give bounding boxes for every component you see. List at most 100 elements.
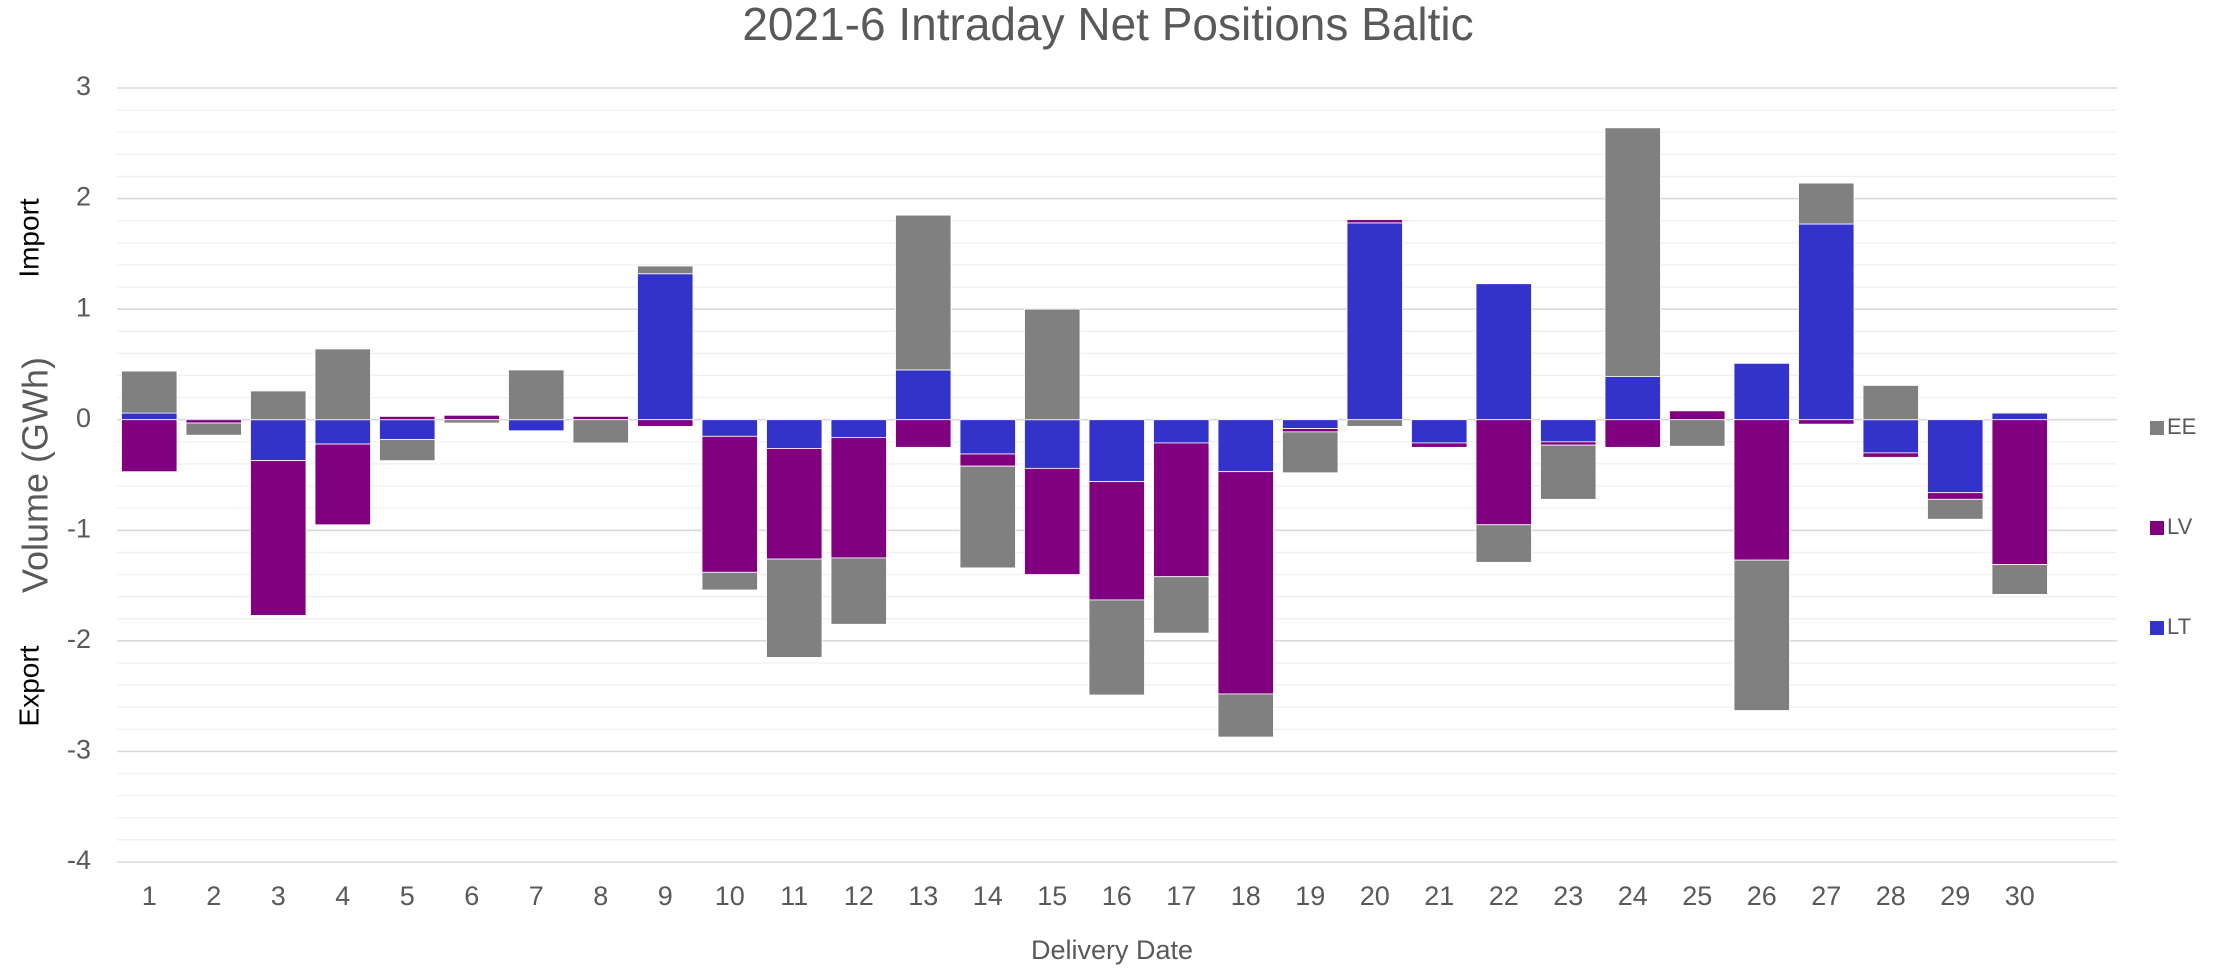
- bar: [508, 369, 565, 421]
- bar: [1927, 419, 1984, 494]
- x-tick-label: 5: [400, 881, 415, 911]
- bar: [572, 415, 629, 421]
- legend-swatch: [2150, 621, 2164, 635]
- bar: [1991, 412, 2048, 421]
- bar: [1217, 471, 1274, 695]
- bar: [121, 412, 178, 421]
- bar: [572, 419, 629, 444]
- bar: [1475, 283, 1532, 421]
- bar: [1217, 419, 1274, 473]
- bar: [250, 419, 307, 462]
- bar: [250, 390, 307, 421]
- bar: [830, 437, 887, 559]
- x-tick-label: 2: [206, 881, 221, 911]
- bar: [1217, 693, 1274, 738]
- bar: [1540, 444, 1597, 500]
- bar: [1604, 419, 1661, 448]
- bar: [1604, 127, 1661, 377]
- bar: [637, 265, 694, 275]
- bar: [959, 419, 1016, 455]
- bar: [895, 214, 952, 371]
- chart-title: 2021-6 Intraday Net Positions Baltic: [742, 0, 1473, 50]
- bar: [1411, 442, 1468, 448]
- bar: [1088, 481, 1145, 601]
- bar: [959, 465, 1016, 569]
- legend-label: LV: [2167, 514, 2193, 539]
- bar: [1411, 419, 1468, 444]
- x-tick-label: 28: [1876, 881, 1906, 911]
- bar: [1282, 431, 1339, 474]
- bar: [1540, 419, 1597, 443]
- legend-label: LT: [2167, 614, 2191, 639]
- y-axis-label: Volume (GWh): [15, 357, 56, 593]
- bar: [1346, 219, 1403, 224]
- bar: [1153, 576, 1210, 634]
- bar: [314, 419, 371, 445]
- bar: [959, 453, 1016, 467]
- x-tick-label: 11: [780, 881, 808, 911]
- x-tick-label: 7: [529, 881, 544, 911]
- x-tick-label: 1: [142, 881, 157, 911]
- y-tick-label: -3: [67, 735, 91, 765]
- bar: [185, 422, 242, 436]
- bar: [1798, 182, 1855, 225]
- bar: [1153, 442, 1210, 578]
- bar: [1024, 308, 1081, 421]
- bar: [1088, 419, 1145, 483]
- y-tick-label: -4: [67, 845, 91, 875]
- bar: [1282, 428, 1339, 433]
- import-label: Import: [13, 198, 44, 278]
- bar: [830, 419, 887, 438]
- bar: [701, 419, 758, 437]
- x-tick-label: 19: [1295, 881, 1325, 911]
- x-tick-label: 30: [2005, 881, 2035, 911]
- bar: [895, 419, 952, 448]
- x-tick-label: 25: [1682, 881, 1712, 911]
- x-tick-label: 17: [1166, 881, 1196, 911]
- bar: [1927, 492, 1984, 500]
- bar: [508, 419, 565, 432]
- y-tick-label: -2: [67, 624, 91, 654]
- x-tick-label: 12: [844, 881, 874, 911]
- bar: [250, 460, 307, 616]
- bar: [1862, 452, 1919, 458]
- y-tick-label: 0: [76, 403, 91, 433]
- bar: [1669, 410, 1726, 421]
- bar: [1991, 419, 2048, 565]
- bar: [1798, 223, 1855, 421]
- bar: [766, 419, 823, 449]
- x-tick-label: 18: [1231, 881, 1261, 911]
- bar: [1282, 419, 1339, 429]
- bar: [766, 558, 823, 658]
- bar: [1991, 564, 2048, 595]
- bar: [314, 348, 371, 421]
- bar: [1088, 599, 1145, 696]
- bar: [1540, 441, 1597, 446]
- bar: [766, 448, 823, 560]
- x-tick-label: 22: [1489, 881, 1519, 911]
- y-tick-label: 3: [76, 71, 91, 101]
- x-tick-label: 6: [464, 881, 479, 911]
- bar: [1862, 419, 1919, 454]
- bar: [185, 419, 242, 424]
- x-tick-label: 9: [658, 881, 673, 911]
- bar: [121, 419, 178, 473]
- x-tick-label: 21: [1424, 881, 1454, 911]
- legend-swatch: [2150, 421, 2164, 435]
- legend-swatch: [2150, 521, 2164, 535]
- x-tick-label: 27: [1811, 881, 1841, 911]
- bar: [895, 369, 952, 421]
- bar: [1733, 419, 1790, 561]
- x-tick-label: 3: [271, 881, 286, 911]
- x-tick-label: 26: [1747, 881, 1777, 911]
- bar: [443, 414, 500, 421]
- legend-label: EE: [2167, 414, 2196, 439]
- bar: [379, 419, 436, 441]
- bar: [637, 419, 694, 427]
- bar: [379, 415, 436, 421]
- bar: [314, 443, 371, 526]
- bar: [1024, 419, 1081, 469]
- y-tick-label: 1: [76, 292, 91, 322]
- bar: [1475, 524, 1532, 563]
